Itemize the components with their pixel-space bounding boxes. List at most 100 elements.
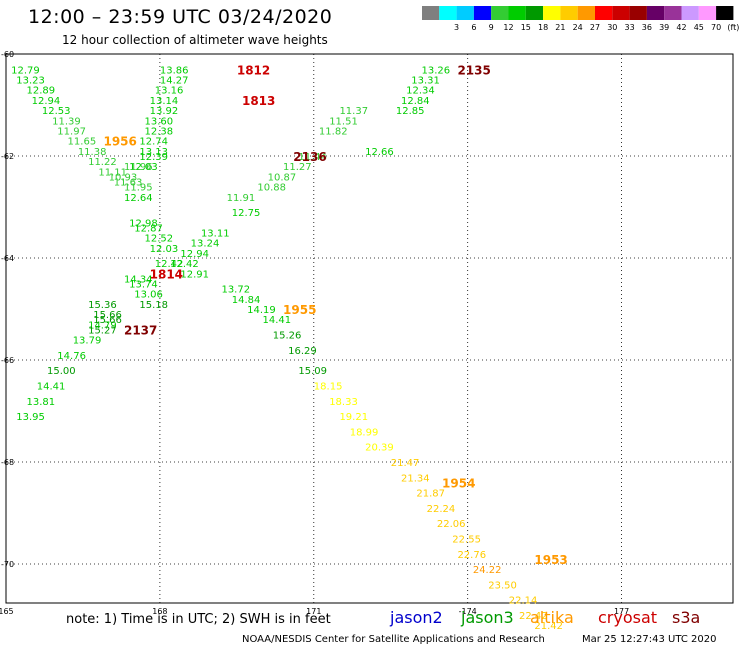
swh-point: 22.42 bbox=[519, 611, 548, 622]
swh-point: 22.76 bbox=[457, 550, 486, 561]
legend-label: 6 bbox=[471, 23, 476, 32]
swh-point: 13.92 bbox=[150, 106, 179, 117]
swh-point: 15.66 bbox=[93, 315, 122, 326]
swh-point: 14.41 bbox=[37, 382, 66, 393]
swh-point: 14.34 bbox=[124, 274, 153, 285]
wave-height-points: 13.8614.2713.1613.1413.9213.6012.3812.74… bbox=[11, 65, 563, 632]
swh-point: 12.79 bbox=[11, 65, 40, 76]
swh-point: 21.34 bbox=[401, 473, 430, 484]
pass-time-labels: 1812 1813 2135 1956 2136 1814 1955 2137 1954 1953 bbox=[103, 63, 567, 567]
lon-tick-label: 171 bbox=[306, 607, 321, 616]
credit-line: NOAA/NESDIS Center for Satellite Applica… bbox=[242, 634, 545, 645]
swh-point: 13.86 bbox=[160, 65, 189, 76]
swh-point: 12.39 bbox=[139, 152, 168, 163]
swh-point: 12.98 bbox=[129, 218, 158, 229]
swh-point: 14.27 bbox=[160, 76, 189, 87]
lat-tick-label: -66 bbox=[1, 356, 14, 365]
legend-label: 15 bbox=[521, 23, 531, 32]
swh-point: 22.24 bbox=[427, 504, 456, 515]
legend-label: 18 bbox=[538, 23, 548, 32]
lon-tick-label: -174 bbox=[459, 607, 477, 616]
legend-swatch bbox=[560, 6, 578, 20]
legend-label: 24 bbox=[573, 23, 583, 32]
swh-point: 15.66 bbox=[93, 310, 122, 321]
swh-point: 18.99 bbox=[350, 427, 379, 438]
swh-point: 12.94 bbox=[32, 96, 61, 107]
swh-point: 13.79 bbox=[73, 336, 102, 347]
swh-point: 12.75 bbox=[232, 208, 261, 219]
swh-point: 11.91 bbox=[227, 193, 256, 204]
legend-swatch bbox=[716, 6, 734, 20]
pass-time-label: 2136 bbox=[293, 150, 326, 164]
swh-point: 10.87 bbox=[268, 172, 297, 183]
swh-point: 12.64 bbox=[124, 193, 153, 204]
swh-point: 15.26 bbox=[273, 331, 302, 342]
swh-point: 11.11 bbox=[98, 167, 127, 178]
swh-point: 15.18 bbox=[139, 300, 168, 311]
legend-swatch bbox=[422, 6, 440, 20]
swh-point: 21.87 bbox=[416, 489, 445, 500]
lon-tick-label: 168 bbox=[152, 607, 167, 616]
pass-time-label: 2137 bbox=[124, 323, 157, 337]
swh-point: 11.51 bbox=[329, 116, 358, 127]
swh-point: 11.63 bbox=[114, 178, 143, 189]
lat-tick-label: -68 bbox=[1, 458, 14, 467]
legend-swatch bbox=[646, 6, 665, 20]
swh-point: 19.21 bbox=[339, 412, 368, 423]
pass-time-label: 1955 bbox=[283, 303, 316, 317]
lon-tick-label: 165 bbox=[0, 607, 14, 616]
swh-point: 16.29 bbox=[288, 346, 317, 357]
axis-ticks: 165 168 171 -174 177 -60 -62 -64 -66 -68 -70 bbox=[0, 50, 629, 616]
swh-point: 13.60 bbox=[145, 116, 174, 127]
swh-point: 11.27 bbox=[283, 162, 312, 173]
lat-tick-label: -60 bbox=[1, 50, 14, 59]
swh-point: 13.95 bbox=[16, 412, 45, 423]
swh-point: 15.00 bbox=[47, 366, 76, 377]
swh-point: 12.87 bbox=[134, 223, 163, 234]
pass-time-label: 2135 bbox=[457, 63, 490, 77]
legend-swatch bbox=[629, 6, 647, 20]
swh-point: 15.09 bbox=[298, 366, 327, 377]
swh-point: 18.33 bbox=[329, 397, 358, 408]
swh-point: 13.31 bbox=[411, 76, 440, 87]
swh-point: 11.39 bbox=[52, 116, 81, 127]
swh-point: 13.26 bbox=[422, 65, 451, 76]
swh-point: 13.13 bbox=[139, 147, 168, 158]
pass-time-label: 1954 bbox=[442, 476, 475, 490]
legend-swatch bbox=[508, 6, 526, 20]
swh-point: 11.65 bbox=[68, 137, 97, 148]
footer-note: note: 1) Time is in UTC; 2) SWH is in fe… bbox=[66, 612, 331, 627]
swh-point: 13.72 bbox=[221, 285, 250, 296]
plot-frame bbox=[5, 53, 734, 604]
lon-tick-label: 177 bbox=[614, 607, 629, 616]
swh-point: 12.74 bbox=[139, 137, 168, 148]
satellite-jason2-label: jason2 bbox=[390, 608, 443, 627]
swh-point: 12.94 bbox=[180, 249, 209, 260]
page-title: 12:00 – 23:59 UTC 03/24/2020 bbox=[28, 6, 333, 28]
swh-point: 20.39 bbox=[365, 443, 394, 454]
swh-point: 23.50 bbox=[488, 580, 517, 591]
swh-point: 13.16 bbox=[155, 86, 184, 97]
swh-point: 22.55 bbox=[452, 535, 481, 546]
swh-point: 12.53 bbox=[42, 106, 71, 117]
swh-point: 11.82 bbox=[319, 127, 348, 138]
swh-point: 21.47 bbox=[391, 458, 420, 469]
swh-point: 22.14 bbox=[509, 596, 538, 607]
legend-label: 21 bbox=[555, 23, 565, 32]
pass-time-label: 1812 bbox=[237, 63, 270, 77]
legend-label: 30 bbox=[607, 23, 617, 32]
swh-point: 21.42 bbox=[534, 621, 563, 632]
swh-point: 13.74 bbox=[129, 280, 158, 291]
legend-swatch bbox=[543, 6, 561, 20]
swh-point: 12.52 bbox=[145, 234, 174, 245]
legend-swatch bbox=[664, 6, 682, 20]
swh-point: 11.22 bbox=[88, 157, 117, 168]
swh-point: 22.06 bbox=[437, 519, 466, 530]
swh-point: 15.27 bbox=[88, 325, 117, 336]
swh-point: 14.79 bbox=[88, 320, 117, 331]
legend-label: 12 bbox=[503, 23, 513, 32]
legend-swatch bbox=[595, 6, 613, 20]
satellite-jason3-label: jason3 bbox=[461, 608, 514, 627]
swh-point: 24.22 bbox=[473, 565, 502, 576]
